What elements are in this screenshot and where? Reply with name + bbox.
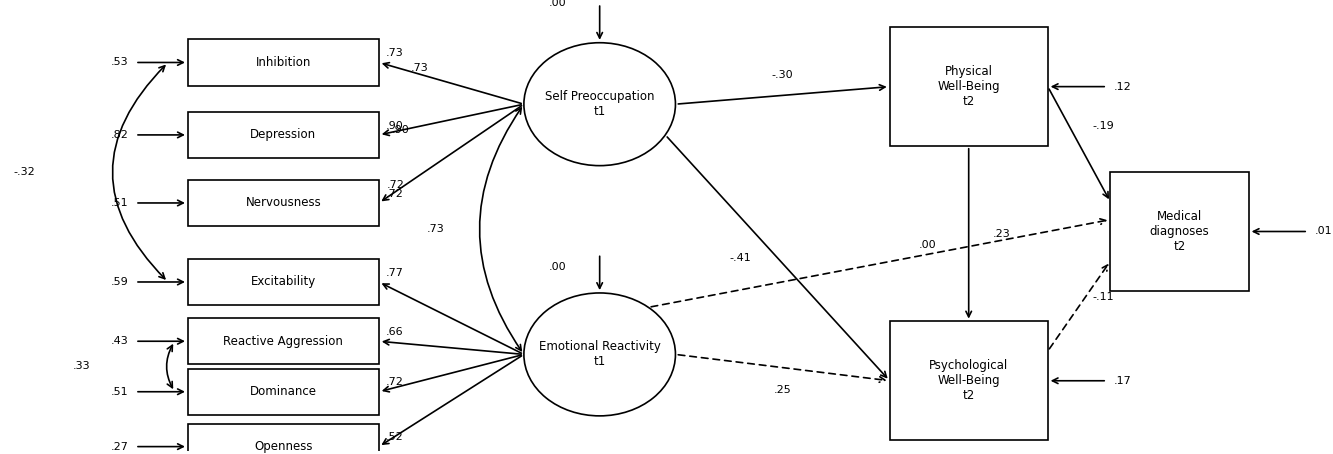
Text: .77: .77 (385, 267, 404, 277)
Text: .66: .66 (385, 327, 403, 337)
Text: .90: .90 (385, 120, 404, 130)
Text: .00: .00 (549, 262, 567, 271)
Text: -.41: -.41 (729, 253, 750, 263)
Text: Physical
Well-Being
t2: Physical Well-Being t2 (937, 65, 1000, 108)
Text: .51: .51 (111, 198, 128, 208)
Text: -.32: -.32 (13, 167, 35, 177)
Text: Openness: Openness (255, 440, 313, 453)
Text: -.11: -.11 (1092, 292, 1114, 302)
Text: Depression: Depression (251, 128, 316, 141)
FancyBboxPatch shape (889, 27, 1048, 146)
Text: .73: .73 (411, 63, 429, 73)
Text: .52: .52 (385, 432, 404, 442)
Text: .23: .23 (993, 229, 1010, 239)
Text: .90: .90 (392, 125, 411, 135)
FancyBboxPatch shape (188, 112, 379, 158)
Text: Inhibition: Inhibition (256, 56, 311, 69)
FancyBboxPatch shape (188, 39, 379, 85)
Text: .82: .82 (111, 130, 128, 140)
Text: .17: .17 (1113, 376, 1132, 386)
FancyBboxPatch shape (188, 369, 379, 415)
Text: Excitability: Excitability (251, 276, 316, 288)
Text: Self Preoccupation
t1: Self Preoccupation t1 (545, 90, 655, 118)
Ellipse shape (524, 293, 676, 416)
Text: -.19: -.19 (1092, 121, 1114, 131)
Ellipse shape (524, 43, 676, 166)
Text: .25: .25 (773, 385, 792, 395)
Text: .51: .51 (111, 387, 128, 397)
FancyBboxPatch shape (188, 318, 379, 364)
Text: .53: .53 (111, 58, 128, 68)
Text: Emotional Reactivity
t1: Emotional Reactivity t1 (539, 340, 661, 368)
FancyBboxPatch shape (188, 424, 379, 454)
Text: .00: .00 (918, 240, 937, 250)
Text: .72: .72 (385, 188, 404, 198)
FancyBboxPatch shape (889, 321, 1048, 440)
Text: Medical
diagnoses
t2: Medical diagnoses t2 (1149, 210, 1209, 253)
Text: .73: .73 (385, 48, 404, 58)
Text: Reactive Aggression: Reactive Aggression (224, 335, 344, 348)
FancyBboxPatch shape (188, 259, 379, 305)
Text: .59: .59 (111, 277, 128, 287)
Text: .33: .33 (72, 361, 91, 371)
Text: .00: .00 (549, 0, 567, 8)
Text: .43: .43 (111, 336, 128, 346)
Text: Psychological
Well-Being
t2: Psychological Well-Being t2 (929, 359, 1008, 402)
Text: Nervousness: Nervousness (245, 197, 321, 209)
Text: .27: .27 (111, 442, 128, 452)
Text: .72: .72 (385, 377, 404, 387)
Text: -.30: -.30 (772, 70, 793, 80)
FancyBboxPatch shape (188, 180, 379, 226)
Text: .72: .72 (387, 180, 404, 191)
Text: .12: .12 (1113, 82, 1132, 92)
Text: .01: .01 (1314, 227, 1332, 237)
FancyBboxPatch shape (1110, 172, 1249, 291)
Text: .73: .73 (427, 224, 445, 234)
Text: Dominance: Dominance (249, 385, 317, 398)
